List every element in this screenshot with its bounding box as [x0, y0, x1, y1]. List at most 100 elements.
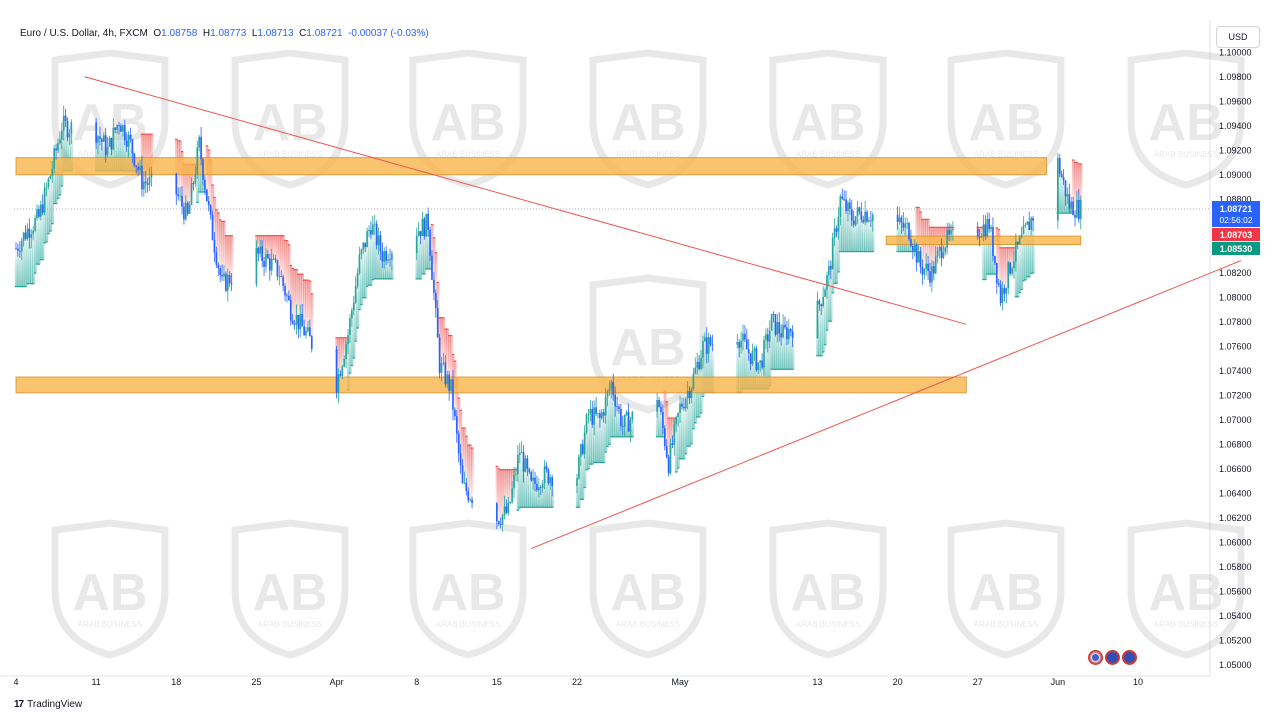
- trailing-cloud-segment: [1003, 247, 1007, 291]
- y-tick-label: 1.08000: [1219, 292, 1252, 302]
- svg-text:AB: AB: [1148, 564, 1223, 622]
- footer-branding[interactable]: 17 TradingView: [14, 699, 82, 710]
- candle-body: [215, 252, 218, 265]
- candle-body: [585, 414, 588, 433]
- trailing-cloud-segment: [463, 428, 467, 483]
- candle-body: [770, 314, 773, 331]
- trailing-cloud-segment: [283, 240, 287, 291]
- candle-body: [289, 299, 292, 321]
- trailing-cloud-segment: [680, 405, 684, 459]
- trailing-cloud-segment: [827, 270, 831, 322]
- candle-body: [782, 324, 784, 338]
- trailing-cloud-segment: [739, 344, 743, 393]
- trailing-cloud-segment: [919, 212, 923, 260]
- candle-body: [824, 289, 826, 297]
- candle-body: [709, 337, 712, 345]
- candle-body: [537, 487, 540, 491]
- trailing-cloud-segment: [1016, 242, 1020, 297]
- candle-body: [194, 174, 197, 184]
- candle-body: [780, 333, 783, 338]
- trailing-cloud-segment: [30, 236, 33, 284]
- candle-body: [122, 125, 124, 132]
- events-flags[interactable]: [1088, 650, 1140, 666]
- candle-body: [749, 353, 752, 364]
- candle-body: [589, 408, 592, 414]
- candle-body: [66, 121, 69, 138]
- candle-body: [465, 482, 468, 492]
- candle-body: [931, 266, 933, 283]
- eu-flag-icon[interactable]: [1122, 650, 1137, 665]
- candle-body: [125, 140, 128, 147]
- candle-body: [259, 246, 262, 254]
- trailing-cloud-segment: [209, 159, 213, 211]
- symbol-name[interactable]: Euro / U.S. Dollar, 4h, FXCM: [20, 28, 148, 39]
- trailing-cloud-segment: [1073, 162, 1077, 217]
- trailing-cloud-segment: [369, 232, 373, 286]
- candle-body: [18, 250, 21, 252]
- candle-body: [55, 148, 57, 151]
- svg-text:AB: AB: [252, 564, 327, 622]
- open-value: 1.08758: [161, 28, 198, 39]
- candle-body: [221, 275, 223, 277]
- candle-body: [602, 412, 605, 416]
- trailing-cloud-segment: [423, 227, 427, 274]
- candle-body: [22, 232, 25, 242]
- candle-body: [144, 181, 147, 184]
- low-label: L: [251, 28, 258, 39]
- y-tick-label: 1.07200: [1219, 390, 1252, 400]
- trailing-cloud-segment: [114, 128, 117, 171]
- trailing-cloud-segment: [302, 280, 306, 331]
- candle-body: [310, 336, 313, 349]
- candle-body: [110, 137, 113, 150]
- trailing-cloud-segment: [346, 339, 350, 391]
- y-tick-label: 1.07000: [1219, 415, 1252, 425]
- trailing-cloud-segment: [457, 398, 461, 444]
- trailing-cloud-segment: [348, 326, 352, 374]
- candle-body: [551, 477, 554, 486]
- trailing-cloud-segment: [577, 467, 581, 508]
- candle-body: [207, 201, 210, 206]
- candle-body: [38, 209, 40, 217]
- candle-body: [368, 230, 370, 232]
- candle-body: [524, 458, 527, 472]
- candle-body: [539, 487, 542, 489]
- us-flag-icon[interactable]: [1088, 650, 1103, 665]
- candle-body: [391, 253, 393, 260]
- eu-flag-icon[interactable]: [1105, 650, 1120, 665]
- candle-body: [755, 348, 758, 371]
- trailing-cloud-segment: [293, 269, 297, 325]
- trendline-ascending: [531, 260, 1242, 550]
- candle-body: [198, 136, 201, 148]
- trailing-cloud-segment: [602, 413, 606, 463]
- candle-body: [366, 231, 368, 247]
- candle-body: [423, 218, 426, 237]
- trailing-cloud-segment: [442, 317, 446, 363]
- candle-body: [604, 396, 607, 416]
- trailing-cloud-segment: [663, 391, 667, 438]
- candle-body: [532, 477, 534, 481]
- y-tick-label: 1.05200: [1219, 635, 1252, 645]
- trailing-cloud-segment: [1060, 175, 1064, 214]
- trailing-cloud-segment: [31, 232, 35, 284]
- svg-text:AB: AB: [968, 94, 1043, 152]
- trailing-cloud-segment: [667, 418, 671, 466]
- chart-legend: Euro / U.S. Dollar, 4h, FXCM O1.08758 H1…: [20, 28, 429, 39]
- currency-button[interactable]: USD: [1216, 26, 1260, 48]
- trailing-cloud-segment: [747, 351, 751, 389]
- svg-text:AB: AB: [72, 564, 147, 622]
- trailing-cloud-segment: [600, 415, 604, 463]
- trailing-cloud-segment: [129, 137, 133, 171]
- candle-body: [469, 499, 471, 501]
- candle-body: [444, 362, 447, 385]
- trailing-cloud-segment: [264, 235, 268, 261]
- candle-body: [938, 247, 941, 251]
- candle-body: [828, 266, 830, 276]
- trailing-cloud-segment: [749, 358, 753, 389]
- candle-body: [995, 263, 998, 284]
- trailing-cloud-segment: [518, 453, 522, 508]
- candle-body: [507, 502, 510, 513]
- trailing-cloud-segment: [537, 488, 541, 508]
- candle-body: [60, 130, 63, 140]
- trailing-cloud-segment: [66, 129, 70, 171]
